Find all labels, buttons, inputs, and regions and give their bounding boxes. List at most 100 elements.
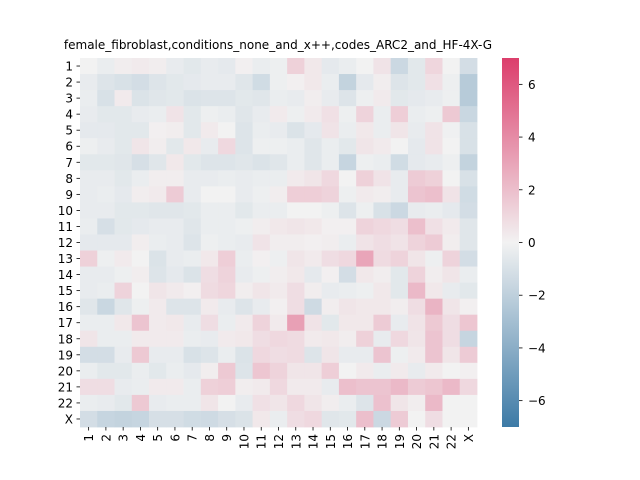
heatmap-cell-5-5 bbox=[149, 122, 167, 139]
heatmap-cell-10-19 bbox=[390, 202, 409, 219]
heatmap-cell-17-3 bbox=[114, 314, 133, 332]
heatmap-cell-12-10 bbox=[235, 234, 254, 251]
heatmap-cell-10-5 bbox=[149, 202, 167, 219]
heatmap-cell-8-1 bbox=[80, 170, 98, 187]
heatmap-cell-5-13 bbox=[287, 122, 305, 139]
heatmap-cell-11-13 bbox=[287, 218, 305, 235]
heatmap-cell-20-20 bbox=[407, 362, 426, 380]
heatmap-cell-2-4 bbox=[131, 74, 150, 91]
heatmap-cell-13-19 bbox=[390, 250, 409, 267]
heatmap-cell-2-10 bbox=[235, 74, 254, 91]
heatmap-cell-18-9 bbox=[218, 330, 236, 348]
heatmap-cell-7-20 bbox=[407, 154, 426, 171]
heatmap-cell-14-2 bbox=[97, 266, 115, 284]
heatmap-cell-16-3 bbox=[114, 298, 133, 316]
heatmap-cell-22-22 bbox=[442, 394, 461, 412]
heatmap-cell-3-13 bbox=[287, 90, 305, 107]
heatmap-cell-13-9 bbox=[218, 250, 236, 267]
heatmap-cell-12-9 bbox=[218, 234, 236, 251]
heatmap-cell-5-X bbox=[459, 122, 478, 139]
colorbar-tick-label--6: −6 bbox=[528, 394, 546, 408]
x-tick-label-21: 21 bbox=[427, 434, 441, 449]
heatmap-cell-13-12 bbox=[269, 250, 288, 267]
heatmap-cell-11-16 bbox=[338, 218, 357, 235]
heatmap-cell-10-7 bbox=[183, 202, 202, 219]
heatmap-cell-8-4 bbox=[131, 170, 150, 187]
heatmap-cell-22-15 bbox=[321, 394, 340, 412]
heatmap-cell-19-7 bbox=[183, 346, 202, 364]
heatmap-cell-16-21 bbox=[425, 298, 443, 316]
heatmap-cell-12-X bbox=[459, 234, 478, 251]
heatmap-cell-19-20 bbox=[407, 346, 426, 364]
y-tick-label-13: 13 bbox=[58, 252, 73, 266]
heatmap-cell-6-20 bbox=[407, 138, 426, 155]
heatmap-cell-19-X bbox=[459, 346, 478, 364]
heatmap-cell-3-5 bbox=[149, 90, 167, 107]
heatmap-cell-8-6 bbox=[166, 170, 184, 187]
heatmap-cell-3-4 bbox=[131, 90, 150, 107]
heatmap-cell-9-2 bbox=[97, 186, 115, 203]
heatmap-cell-15-X bbox=[459, 282, 478, 300]
heatmap-cell-6-3 bbox=[114, 138, 133, 155]
heatmap-cell-1-14 bbox=[304, 58, 323, 75]
heatmap-cell-14-10 bbox=[235, 266, 254, 284]
heatmap-cell-6-5 bbox=[149, 138, 167, 155]
heatmap-cell-6-7 bbox=[183, 138, 202, 155]
heatmap-cell-12-5 bbox=[149, 234, 167, 251]
heatmap-cell-9-9 bbox=[218, 186, 236, 203]
heatmap-cell-19-9 bbox=[218, 346, 236, 364]
heatmap-cell-21-7 bbox=[183, 378, 202, 396]
heatmap-cell-15-6 bbox=[166, 282, 184, 300]
heatmap-cell-11-3 bbox=[114, 218, 133, 235]
heatmap-cell-1-4 bbox=[131, 58, 150, 75]
heatmap-cell-22-3 bbox=[114, 394, 133, 412]
heatmap-cell-19-4 bbox=[131, 346, 150, 364]
heatmap-cell-6-13 bbox=[287, 138, 305, 155]
heatmap-cell-9-15 bbox=[321, 186, 340, 203]
heatmap-cell-4-21 bbox=[425, 106, 443, 123]
heatmap-cell-15-16 bbox=[338, 282, 357, 300]
heatmap-cell-14-12 bbox=[269, 266, 288, 284]
heatmap-cell-6-X bbox=[459, 138, 478, 155]
heatmap-cell-7-3 bbox=[114, 154, 133, 171]
heatmap-cell-5-10 bbox=[235, 122, 254, 139]
heatmap-cell-2-20 bbox=[407, 74, 426, 91]
heatmap-cell-10-1 bbox=[80, 202, 98, 219]
heatmap-cell-2-17 bbox=[356, 74, 374, 91]
heatmap-cell-X-21 bbox=[425, 410, 443, 428]
heatmap-cell-12-16 bbox=[338, 234, 357, 251]
heatmap-cell-20-9 bbox=[218, 362, 236, 380]
heatmap-cell-3-20 bbox=[407, 90, 426, 107]
heatmap-cell-14-14 bbox=[304, 266, 323, 284]
y-tick-label-19: 19 bbox=[58, 348, 73, 362]
heatmap-cell-13-10 bbox=[235, 250, 254, 267]
heatmap-cell-22-11 bbox=[252, 394, 271, 412]
y-tick-label-8: 8 bbox=[65, 172, 73, 186]
heatmap-cell-19-1 bbox=[80, 346, 98, 364]
heatmap-cell-9-4 bbox=[131, 186, 150, 203]
heatmap-cell-3-16 bbox=[338, 90, 357, 107]
heatmap-cell-16-6 bbox=[166, 298, 184, 316]
heatmap-cell-11-20 bbox=[407, 218, 426, 235]
heatmap-cell-3-7 bbox=[183, 90, 202, 107]
heatmap-cell-19-2 bbox=[97, 346, 115, 364]
x-tick-label-2: 2 bbox=[99, 434, 113, 442]
heatmap-cell-12-21 bbox=[425, 234, 443, 251]
heatmap-cell-8-19 bbox=[390, 170, 409, 187]
heatmap-cell-X-15 bbox=[321, 410, 340, 428]
heatmap-cell-5-11 bbox=[252, 122, 271, 139]
heatmap-cell-9-10 bbox=[235, 186, 254, 203]
heatmap-cell-17-19 bbox=[390, 314, 409, 332]
heatmap-cell-1-15 bbox=[321, 58, 340, 75]
heatmap-cell-11-10 bbox=[235, 218, 254, 235]
heatmap-cell-17-22 bbox=[442, 314, 461, 332]
heatmap-cell-16-7 bbox=[183, 298, 202, 316]
heatmap-cell-5-2 bbox=[97, 122, 115, 139]
heatmap-cell-5-8 bbox=[200, 122, 219, 139]
heatmap-cell-12-8 bbox=[200, 234, 219, 251]
heatmap-cell-6-21 bbox=[425, 138, 443, 155]
heatmap-cell-18-X bbox=[459, 330, 478, 348]
heatmap-cell-7-11 bbox=[252, 154, 271, 171]
heatmap-cell-X-20 bbox=[407, 410, 426, 428]
